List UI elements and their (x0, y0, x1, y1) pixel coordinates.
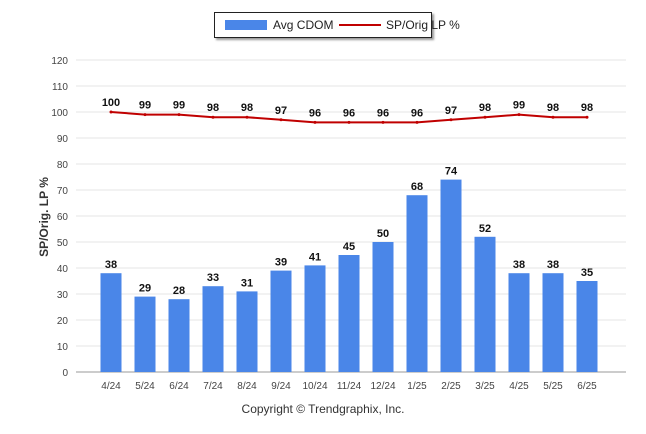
line-point (517, 113, 521, 117)
bar (304, 265, 326, 372)
bar-data-label: 38 (547, 259, 559, 271)
x-tick-label: 12/24 (370, 381, 395, 392)
line-data-label: 96 (411, 107, 423, 119)
line-data-label: 98 (547, 102, 559, 114)
line-data-label: 98 (241, 102, 253, 114)
bar-data-label: 68 (411, 181, 423, 193)
bar (372, 242, 394, 372)
bar-data-label: 50 (377, 228, 389, 240)
line-data-label: 99 (173, 100, 185, 112)
bar (542, 273, 564, 372)
line-point (483, 115, 487, 119)
x-tick-label: 11/24 (337, 381, 362, 392)
x-tick-label: 1/25 (407, 381, 427, 392)
line-point (245, 115, 249, 119)
line-data-label: 96 (343, 107, 355, 119)
line-data-label: 96 (309, 107, 321, 119)
copyright: Copyright © Trendgraphix, Inc. (241, 402, 405, 416)
y-tick-label: 60 (57, 212, 69, 223)
bar (236, 291, 258, 372)
x-tick-label: 6/25 (577, 381, 597, 392)
y-tick-label: 50 (57, 238, 69, 249)
line-data-label: 97 (275, 105, 287, 117)
line-point (177, 113, 181, 117)
bar-data-label: 39 (275, 257, 287, 269)
y-tick-label: 90 (57, 134, 69, 145)
bar-data-label: 74 (445, 166, 458, 178)
line-data-label: 100 (102, 97, 120, 109)
bar-data-label: 41 (309, 251, 321, 263)
line-data-label: 96 (377, 107, 389, 119)
line-point (143, 113, 147, 117)
line-data-label: 97 (445, 105, 457, 117)
y-axis-label: SP/Orig. LP % (37, 177, 51, 257)
y-tick-label: 70 (57, 186, 69, 197)
bar (338, 255, 360, 372)
bar-data-label: 29 (139, 283, 151, 295)
legend-bar-swatch (225, 20, 267, 30)
bar-data-label: 38 (105, 259, 117, 271)
line-data-label: 98 (479, 102, 491, 114)
bar-data-label: 33 (207, 272, 219, 284)
y-tick-label: 40 (57, 264, 69, 275)
bar (576, 281, 598, 372)
line-data-label: 99 (139, 100, 151, 112)
legend-line-swatch (339, 24, 381, 26)
y-tick-label: 30 (57, 290, 69, 301)
bar (440, 179, 462, 372)
y-tick-label: 80 (57, 160, 69, 171)
line-point (449, 118, 453, 122)
bar-data-label: 52 (479, 223, 491, 235)
y-tick-label: 100 (51, 108, 68, 119)
line-point (313, 120, 317, 124)
line-point (211, 115, 215, 119)
x-tick-label: 7/24 (203, 381, 223, 392)
y-tick-label: 120 (51, 56, 68, 67)
x-tick-label: 3/25 (475, 381, 495, 392)
x-tick-label: 10/24 (302, 381, 327, 392)
x-tick-label: 6/24 (169, 381, 189, 392)
bar (406, 195, 428, 372)
legend-bar-label: Avg CDOM (273, 18, 334, 32)
y-tick-label: 110 (52, 82, 68, 93)
line-data-label: 99 (513, 100, 525, 112)
x-tick-label: 5/25 (543, 381, 563, 392)
bar (168, 299, 190, 372)
legend-line-label: SP/Orig LP % (386, 18, 460, 32)
bar (100, 273, 122, 372)
x-tick-label: 2/25 (441, 381, 461, 392)
bar-data-label: 45 (343, 241, 355, 253)
bar (508, 273, 530, 372)
line-point (585, 115, 589, 119)
bar-data-label: 31 (241, 277, 253, 289)
line-data-label: 98 (581, 102, 593, 114)
line-point (347, 120, 351, 124)
x-tick-label: 8/24 (237, 381, 257, 392)
line-point (551, 115, 555, 119)
y-tick-label: 20 (57, 316, 69, 327)
x-tick-label: 5/24 (135, 381, 155, 392)
bar (270, 270, 292, 372)
x-tick-label: 9/24 (271, 381, 291, 392)
x-tick-label: 4/25 (509, 381, 529, 392)
line-point (109, 110, 113, 114)
bar (202, 286, 224, 372)
bar (474, 236, 496, 372)
bar-data-label: 28 (173, 285, 185, 297)
bar (134, 296, 156, 372)
y-tick-label: 10 (57, 342, 69, 353)
y-tick-label: 0 (62, 368, 68, 379)
bar-data-label: 38 (513, 259, 525, 271)
legend: Avg CDOM SP/Orig LP % (214, 12, 460, 38)
line-data-label: 98 (207, 102, 219, 114)
bar-data-label: 35 (581, 267, 593, 279)
x-tick-label: 4/24 (101, 381, 121, 392)
line-point (279, 118, 283, 122)
line-point (415, 120, 419, 124)
line-point (381, 120, 385, 124)
